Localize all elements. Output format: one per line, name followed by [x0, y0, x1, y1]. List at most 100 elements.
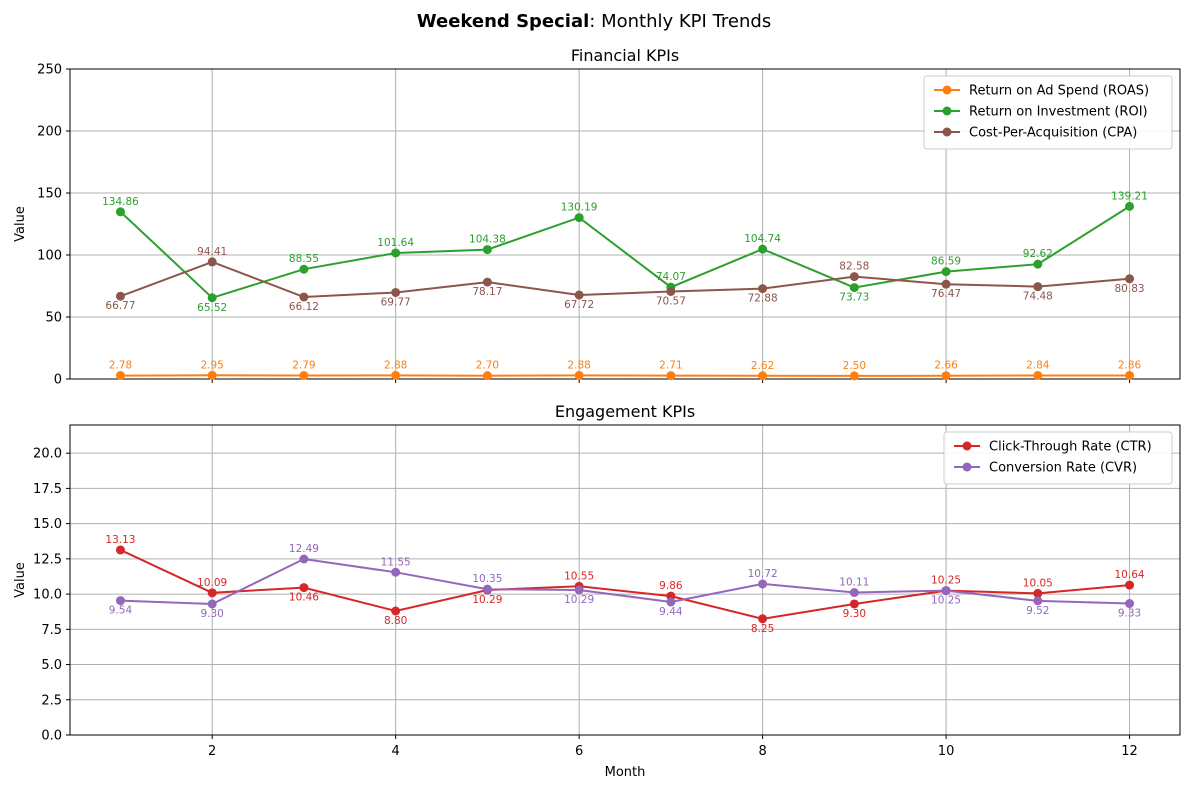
- click-through-rate-ctr-data-label: 10.25: [931, 575, 961, 587]
- cost-per-acquisition-cpa-legend-marker: [942, 127, 952, 137]
- conversion-rate-cvr-point: [758, 579, 768, 589]
- engagement-kpis-y-tick-label: 10.0: [33, 588, 62, 603]
- financial-kpis-y-tick-label: 0: [54, 373, 62, 388]
- return-on-investment-roi-point: [758, 244, 768, 254]
- click-through-rate-ctr-data-label: 8.25: [751, 623, 774, 635]
- engagement-kpis-y-axis-label: Value: [13, 562, 28, 598]
- return-on-ad-spend-roas-data-label: 2.88: [567, 359, 590, 371]
- click-through-rate-ctr-data-label: 10.29: [472, 594, 502, 606]
- cost-per-acquisition-cpa-point: [482, 277, 492, 287]
- figure-title-rest: : Monthly KPI Trends: [589, 11, 771, 32]
- conversion-rate-cvr-point: [391, 567, 401, 577]
- return-on-investment-roi-data-label: 86.59: [931, 256, 961, 268]
- cost-per-acquisition-cpa-point: [115, 291, 125, 301]
- click-through-rate-ctr-data-label: 10.64: [1115, 569, 1145, 581]
- return-on-ad-spend-roas-point: [1033, 370, 1043, 380]
- conversion-rate-cvr-data-label: 9.33: [1118, 608, 1141, 620]
- engagement-kpis-legend: [943, 431, 1173, 485]
- financial-kpis-panel: 0 50 100 150 200 250 Financial KPIs Value 2.78 2.…: [13, 46, 1181, 388]
- return-on-investment-roi-point: [115, 207, 125, 217]
- conversion-rate-cvr-point: [115, 596, 125, 606]
- cost-per-acquisition-cpa-point: [1033, 282, 1043, 292]
- conversion-rate-cvr-legend-label: Conversion Rate (CVR): [989, 461, 1137, 476]
- cost-per-acquisition-cpa-data-label: 72.88: [748, 293, 778, 305]
- click-through-rate-ctr-data-label: 10.09: [197, 577, 227, 589]
- financial-kpis-y-axis-label: Value: [13, 206, 28, 242]
- return-on-investment-roi-point: [849, 283, 859, 293]
- conversion-rate-cvr-data-label: 9.52: [1026, 605, 1049, 617]
- return-on-investment-roi-data-label: 88.55: [289, 253, 319, 265]
- engagement-kpis-x-tick-label: 10: [938, 744, 955, 759]
- conversion-rate-cvr-point: [941, 586, 951, 596]
- return-on-ad-spend-roas-data-label: 2.71: [659, 360, 682, 372]
- click-through-rate-ctr-data-label: 9.86: [659, 580, 683, 592]
- click-through-rate-ctr-point: [1125, 580, 1135, 590]
- engagement-kpis-title: Engagement KPIs: [555, 402, 695, 421]
- return-on-ad-spend-roas-point: [1125, 370, 1135, 380]
- click-through-rate-ctr-data-label: 10.55: [564, 570, 594, 582]
- return-on-ad-spend-roas-data-label: 2.78: [109, 360, 132, 372]
- return-on-ad-spend-roas-data-label: 2.79: [292, 360, 315, 372]
- cost-per-acquisition-cpa-data-label: 66.77: [105, 300, 135, 312]
- return-on-investment-roi-point: [391, 248, 401, 258]
- return-on-ad-spend-roas-data-label: 2.86: [1118, 359, 1142, 371]
- return-on-investment-roi-point: [574, 213, 584, 223]
- click-through-rate-ctr-point: [1033, 588, 1043, 598]
- conversion-rate-cvr-point: [666, 597, 676, 607]
- engagement-kpis-y-tick-label: 7.5: [41, 623, 62, 638]
- return-on-investment-roi-point: [299, 264, 309, 274]
- cost-per-acquisition-cpa-point: [758, 284, 768, 294]
- return-on-investment-roi-data-label: 139.21: [1111, 190, 1148, 202]
- conversion-rate-cvr-point: [574, 585, 584, 595]
- return-on-ad-spend-roas-point: [574, 370, 584, 380]
- engagement-kpis-panel: 0.0 2.5 5.0 7.5 10.0 12.5 15.0 17.5 20.0 2 4 6 8 10 12…: [13, 402, 1181, 759]
- conversion-rate-cvr-data-label: 10.25: [931, 595, 961, 607]
- return-on-ad-spend-roas-data-label: 2.84: [1026, 359, 1050, 371]
- engagement-kpis-y-tick-label: 12.5: [33, 552, 62, 567]
- conversion-rate-cvr-data-label: 9.30: [200, 608, 223, 620]
- cost-per-acquisition-cpa-point: [391, 287, 401, 297]
- return-on-ad-spend-roas-data-label: 2.88: [384, 359, 407, 371]
- click-through-rate-ctr-data-label: 8.80: [384, 615, 407, 627]
- return-on-investment-roi-data-label: 130.19: [561, 202, 598, 214]
- return-on-ad-spend-roas-point: [115, 371, 125, 381]
- return-on-ad-spend-roas-point: [849, 371, 859, 381]
- return-on-investment-roi-line: [119, 205, 1131, 299]
- conversion-rate-cvr-data-label: 10.11: [839, 577, 869, 589]
- cost-per-acquisition-cpa-data-label: 67.72: [564, 299, 594, 311]
- conversion-rate-cvr-point: [849, 588, 859, 598]
- cost-per-acquisition-cpa-line: [120, 260, 1130, 299]
- cost-per-acquisition-cpa-legend-label: Cost-Per-Acquisition (CPA): [969, 126, 1137, 141]
- cost-per-acquisition-cpa-point: [207, 257, 217, 267]
- return-on-investment-roi-point: [207, 293, 217, 303]
- conversion-rate-cvr-data-label: 9.54: [109, 605, 133, 617]
- click-through-rate-ctr-legend-label: Click-Through Rate (CTR): [989, 440, 1152, 455]
- engagement-kpis-x-tick-label: 12: [1121, 744, 1138, 759]
- cost-per-acquisition-cpa-data-label: 76.47: [931, 288, 961, 300]
- engagement-kpis-x-tick-label: 6: [575, 744, 583, 759]
- return-on-investment-roi-data-label: 134.86: [102, 196, 139, 208]
- engagement-kpis-y-tick-label: 17.5: [33, 482, 62, 497]
- conversion-rate-cvr-data-label: 11.55: [381, 556, 411, 568]
- conversion-rate-cvr-data-label: 12.49: [289, 543, 319, 555]
- click-through-rate-ctr-data-label: 13.13: [105, 534, 135, 546]
- return-on-investment-roi-point: [1033, 259, 1043, 269]
- return-on-ad-spend-roas-data-label: 2.70: [476, 360, 499, 372]
- engagement-kpis-y-tick-label: 0.0: [41, 729, 62, 744]
- click-through-rate-ctr-data-label: 9.30: [843, 608, 866, 620]
- cost-per-acquisition-cpa-data-label: 78.17: [472, 286, 502, 298]
- cost-per-acquisition-cpa-data-label: 66.12: [289, 301, 319, 313]
- return-on-investment-roi-point: [941, 267, 951, 277]
- cost-per-acquisition-cpa-data-label: 80.83: [1115, 283, 1145, 295]
- return-on-investment-roi-data-label: 74.07: [656, 271, 686, 283]
- return-on-ad-spend-roas-point: [941, 371, 951, 381]
- return-on-ad-spend-roas-point: [391, 370, 401, 380]
- return-on-investment-roi-legend-label: Return on Investment (ROI): [969, 105, 1148, 120]
- return-on-investment-roi-data-label: 65.52: [197, 302, 227, 314]
- return-on-ad-spend-roas-point: [482, 371, 492, 381]
- cost-per-acquisition-cpa-data-label: 94.41: [197, 246, 227, 258]
- return-on-investment-roi-legend-marker: [942, 106, 952, 116]
- return-on-investment-roi-point: [1125, 201, 1135, 211]
- return-on-ad-spend-roas-data-label: 2.62: [751, 360, 774, 372]
